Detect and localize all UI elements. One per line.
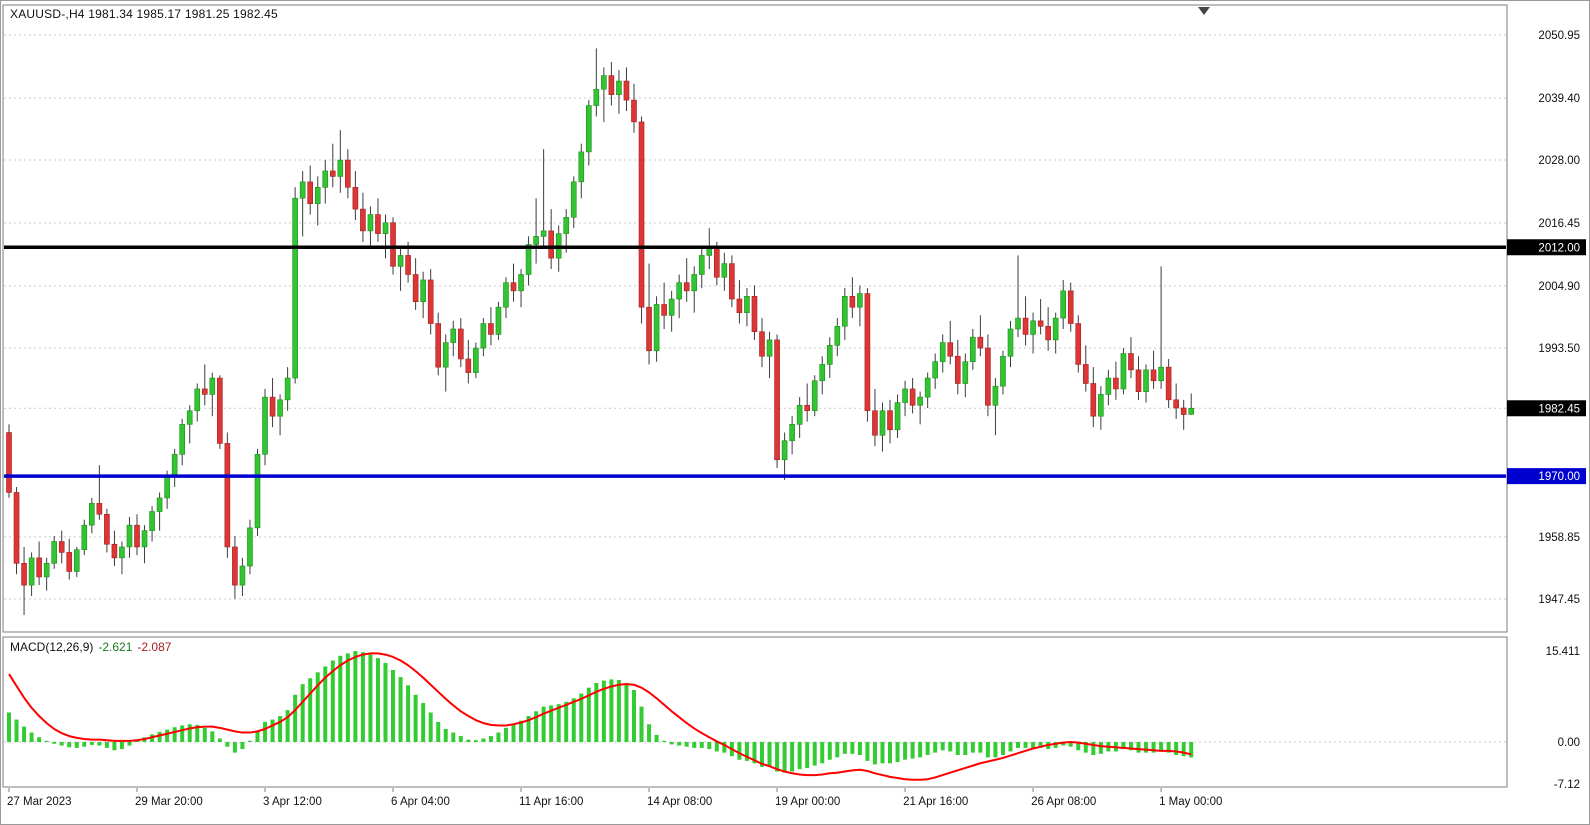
macd-tick-label: 0.00 <box>1558 737 1580 749</box>
macd-layer[interactable] <box>4 651 1506 781</box>
horizontal-lines-layer[interactable] <box>4 245 1506 478</box>
macd-indicator-label: MACD(12,26,9) -2.621 -2.087 <box>10 640 171 654</box>
price-badge-label: 1970.00 <box>1538 471 1580 483</box>
macd-axis[interactable]: 15.411 0.00 -7.12 <box>1546 646 1580 791</box>
time-tick-label: 6 Apr 04:00 <box>391 796 450 808</box>
time-tick-label: 11 Apr 16:00 <box>519 796 583 808</box>
symbol-ohlc-label: XAUUSD-,H4 1981.34 1985.17 1981.25 1982.… <box>10 7 278 21</box>
time-tick-label: 27 Mar 2023 <box>7 796 72 808</box>
price-tick-label: 2028.00 <box>1538 155 1580 167</box>
macd-value-main: -2.621 <box>98 640 133 654</box>
time-tick-label: 14 Apr 08:00 <box>647 796 712 808</box>
macd-name: MACD(12,26,9) <box>10 640 94 654</box>
price-tick-label: 2039.40 <box>1538 93 1580 105</box>
price-tick-label: 2004.90 <box>1538 281 1580 293</box>
time-tick-label: 3 Apr 12:00 <box>263 796 322 808</box>
macd-value-signal: -2.087 <box>137 640 172 654</box>
price-badge-2012.00 <box>1507 239 1586 256</box>
price-tick-label: 1993.50 <box>1538 343 1580 355</box>
time-tick-label: 1 May 00:00 <box>1159 796 1222 808</box>
price-tick-label: 1958.85 <box>1538 532 1580 544</box>
time-tick-label: 29 Mar 20:00 <box>135 796 203 808</box>
time-tick-label: 19 Apr 00:00 <box>775 796 840 808</box>
price-badge-1982.45 <box>1507 400 1586 417</box>
price-badge-1970.00 <box>1507 468 1586 485</box>
price-tick-label: 2016.45 <box>1538 218 1580 230</box>
macd-tick-label: -7.12 <box>1554 779 1580 791</box>
price-tick-label: 2050.95 <box>1538 30 1580 42</box>
price-badge-label: 1982.45 <box>1538 403 1580 415</box>
price-axis[interactable]: 2050.95 2039.40 2028.00 2016.45 2012.00 2004.… <box>1507 30 1586 606</box>
panel-frames <box>2 4 1508 788</box>
time-tick-label: 26 Apr 08:00 <box>1031 796 1096 808</box>
time-axis[interactable]: 27 Mar 2023 29 Mar 20:00 3 Apr 12:00 6 Apr … <box>7 788 1222 808</box>
candles-layer[interactable] <box>6 48 1195 616</box>
time-tick-label: 21 Apr 16:00 <box>903 796 968 808</box>
chart-shift-marker[interactable] <box>1198 7 1210 15</box>
price-tick-label: 1947.45 <box>1538 594 1580 606</box>
price-badge-label: 2012.00 <box>1538 242 1580 254</box>
macd-tick-label: 15.411 <box>1546 646 1580 658</box>
macd-signal-line <box>8 652 1192 781</box>
